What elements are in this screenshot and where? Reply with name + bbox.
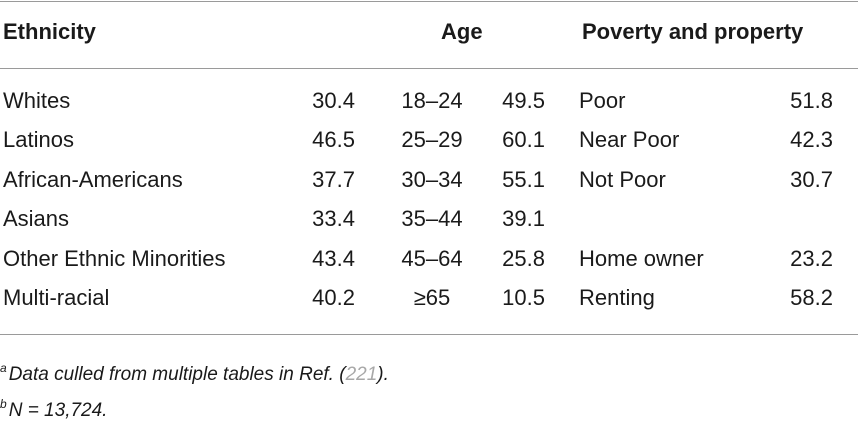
ethnicity-label: Asians <box>3 206 70 231</box>
age-range: 45–64 <box>401 246 463 271</box>
header-poverty: Poverty and property <box>582 19 804 44</box>
poverty-label: Not Poor <box>579 167 666 192</box>
age-value: 55.1 <box>502 167 545 192</box>
ethnicity-value: 43.4 <box>312 246 355 271</box>
ethnicity-label: African-Americans <box>3 167 183 192</box>
ethnicity-label: Latinos <box>3 127 74 152</box>
ethnicity-label: Multi-racial <box>3 285 110 310</box>
header-age: Age <box>441 19 483 44</box>
age-range: 30–34 <box>401 167 463 192</box>
age-range: 35–44 <box>401 206 463 231</box>
header-ethnicity: Ethnicity <box>3 19 96 44</box>
footnote-a-marker: a <box>0 361 7 375</box>
age-value: 60.1 <box>502 127 545 152</box>
header-rule <box>0 68 858 69</box>
age-range: ≥65 <box>413 285 451 310</box>
age-value: 39.1 <box>502 206 545 231</box>
footnote-a-end: ). <box>377 364 389 385</box>
age-range: 25–29 <box>401 127 463 152</box>
poverty-value: 51.8 <box>790 88 833 113</box>
poverty-label: Poor <box>579 88 626 113</box>
poverty-label: Renting <box>579 285 655 310</box>
age-value: 10.5 <box>502 285 545 310</box>
age-value: 49.5 <box>502 88 545 113</box>
footnote-a-text: Data culled from multiple tables in Ref.… <box>8 364 346 385</box>
poverty-value: 23.2 <box>790 246 833 271</box>
footnote-b-text: N = 13,724. <box>8 400 108 421</box>
poverty-label: Near Poor <box>579 127 680 152</box>
ethnicity-value: 46.5 <box>312 127 355 152</box>
ethnicity-value: 40.2 <box>312 285 355 310</box>
ethnicity-value: 33.4 <box>312 206 355 231</box>
footnote-b-marker: b <box>0 397 7 411</box>
poverty-value: 42.3 <box>790 127 833 152</box>
ethnicity-label: Whites <box>3 88 71 113</box>
poverty-value: 58.2 <box>790 285 833 310</box>
ethnicity-value: 30.4 <box>312 88 355 113</box>
footnote-a-reference-link[interactable]: 221 <box>345 364 378 385</box>
ethnicity-value: 37.7 <box>312 167 355 192</box>
bottom-rule <box>0 334 858 335</box>
footnote-a: a Data culled from multiple tables in Ref… <box>0 356 389 387</box>
top-rule <box>0 1 858 2</box>
poverty-value: 30.7 <box>790 167 833 192</box>
poverty-label: Home owner <box>579 246 704 271</box>
ethnicity-label: Other Ethnic Minorities <box>3 246 226 271</box>
age-range: 18–24 <box>401 88 463 113</box>
age-value: 25.8 <box>502 246 545 271</box>
